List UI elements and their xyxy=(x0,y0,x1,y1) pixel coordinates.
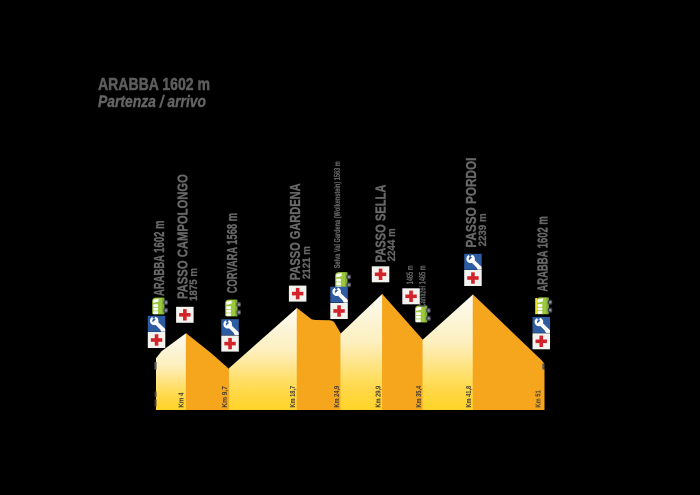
svg-text:Partenza / arrivo: Partenza / arrivo xyxy=(98,93,206,111)
svg-text:ARABBA 1602 m: ARABBA 1602 m xyxy=(536,216,552,291)
svg-text:Km 29,9: Km 29,9 xyxy=(374,386,383,408)
svg-text:Km 51: Km 51 xyxy=(533,390,542,407)
svg-text:Km 35,4: Km 35,4 xyxy=(414,386,423,408)
svg-text:PASSO GARDENA: PASSO GARDENA xyxy=(288,183,304,280)
svg-text:2121 m: 2121 m xyxy=(301,246,313,279)
svg-text:Canazei 1465 m: Canazei 1465 m xyxy=(418,265,428,307)
svg-text:ARABBA 1602 m: ARABBA 1602 m xyxy=(152,221,168,296)
svg-text:Km 18,7: Km 18,7 xyxy=(288,386,297,408)
svg-text:PASSO SELLA: PASSO SELLA xyxy=(374,184,390,262)
svg-text:PASSO CAMPOLONGO: PASSO CAMPOLONGO xyxy=(175,174,191,299)
svg-text:1875 m: 1875 m xyxy=(188,268,200,301)
svg-text:PASSO PORDOI: PASSO PORDOI xyxy=(464,158,480,248)
svg-text:CORVARA 1568 m: CORVARA 1568 m xyxy=(225,213,241,293)
svg-text:Km 4: Km 4 xyxy=(176,393,185,408)
svg-text:Km 41,8: Km 41,8 xyxy=(464,386,473,408)
svg-text:Km 9,7: Km 9,7 xyxy=(220,386,229,408)
svg-text:2239 m: 2239 m xyxy=(477,213,489,246)
svg-text:Km 24,9: Km 24,9 xyxy=(332,386,341,408)
svg-text:Selva Val Gardena (Wolkenstein: Selva Val Gardena (Wolkenstein) 1563 m xyxy=(332,161,342,268)
svg-text:2244 m: 2244 m xyxy=(386,228,398,261)
svg-text:1465 m: 1465 m xyxy=(405,265,415,284)
svg-text:ARABBA 1602 m: ARABBA 1602 m xyxy=(98,74,210,94)
